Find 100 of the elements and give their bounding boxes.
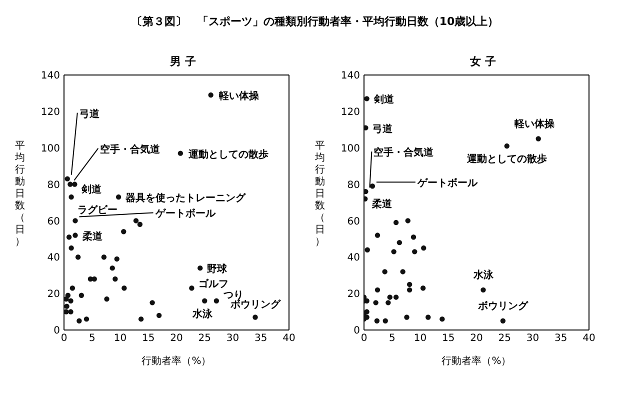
point xyxy=(421,245,426,251)
point xyxy=(122,286,127,291)
x-tick-label: 5 xyxy=(388,333,396,344)
y-tick-label: 20 xyxy=(347,289,360,300)
point xyxy=(387,294,392,300)
point xyxy=(68,182,73,187)
y-tick-label: 0 xyxy=(354,326,360,337)
point xyxy=(396,240,402,246)
annotation: 弓道 xyxy=(79,108,100,120)
point xyxy=(64,304,70,309)
point xyxy=(72,218,78,224)
point xyxy=(64,176,70,182)
point xyxy=(364,188,368,194)
point xyxy=(150,300,155,306)
x-tick-label: 15 xyxy=(442,333,455,344)
point xyxy=(426,314,431,320)
annotation: 器具を使ったトレーニング xyxy=(124,192,247,204)
point xyxy=(252,314,258,320)
point xyxy=(112,276,118,282)
annotation: ボウリング xyxy=(229,298,282,310)
x-axis-title: 行動者率（%） xyxy=(442,355,512,367)
point xyxy=(374,287,380,293)
text: 〔第３図〕 「スポーツ」の種類別行動者率・平均行動日数（10歳以上） xyxy=(131,15,499,28)
point xyxy=(370,184,376,189)
point xyxy=(536,136,541,142)
point xyxy=(214,298,220,304)
x-tick-label: 25 xyxy=(198,333,211,344)
point xyxy=(373,300,378,306)
annotation: 軽い体操 xyxy=(513,118,556,130)
x-tick-label: 10 xyxy=(114,333,127,344)
y-tick-label: 120 xyxy=(40,106,60,118)
x-tick-label: 30 xyxy=(526,333,540,344)
point xyxy=(364,314,370,320)
annotation: 運動としての散歩 xyxy=(466,153,547,166)
point xyxy=(406,282,412,288)
y-tick-label: 100 xyxy=(40,143,60,154)
point xyxy=(78,292,84,298)
y-tick-label: 80 xyxy=(347,180,360,191)
annotation: 空手・合気道 xyxy=(100,143,162,156)
x-axis-title: 行動者率（%） xyxy=(142,355,212,367)
point xyxy=(121,229,126,234)
annotation: ラグビー xyxy=(77,204,118,216)
point xyxy=(364,247,370,252)
x-tick-label: 35 xyxy=(254,333,268,344)
y-tick-label: 100 xyxy=(340,143,360,154)
point xyxy=(410,234,416,240)
point xyxy=(70,286,76,291)
point xyxy=(364,309,370,314)
annotation: 弓道 xyxy=(372,122,394,135)
point xyxy=(202,298,208,304)
chart-subtitle: 男 子 xyxy=(168,54,197,68)
x-tick-label: 15 xyxy=(142,333,155,344)
point xyxy=(137,222,143,227)
point xyxy=(64,309,69,314)
point xyxy=(68,194,74,200)
point xyxy=(412,249,418,254)
annotation: 運動としての散歩 xyxy=(187,148,268,160)
point xyxy=(405,218,410,224)
point xyxy=(110,265,115,271)
point xyxy=(374,232,380,238)
y-tick-label: 0 xyxy=(54,326,60,337)
point xyxy=(114,256,120,262)
point xyxy=(116,194,122,200)
point xyxy=(500,318,506,324)
annotation: ゲートボール xyxy=(154,208,216,220)
point xyxy=(406,287,412,293)
point xyxy=(68,309,74,314)
x-tick-label: 10 xyxy=(414,333,427,344)
x-tick-label: 20 xyxy=(470,333,483,344)
annotation: ボウリング xyxy=(476,300,529,312)
point xyxy=(364,196,368,202)
point xyxy=(66,234,72,240)
annotation: ゲートボール xyxy=(416,177,478,190)
y-tick-label: 120 xyxy=(340,106,360,118)
y-tick-label: 40 xyxy=(47,252,60,264)
x-tick-label: 20 xyxy=(170,333,183,344)
annotation: 空手・合気道 xyxy=(374,146,435,159)
point xyxy=(208,92,214,98)
point xyxy=(64,296,69,302)
y-tick-label: 80 xyxy=(47,180,60,191)
annotation: ゴルフ xyxy=(198,278,229,290)
x-tick-label: 5 xyxy=(88,333,96,344)
point xyxy=(440,316,445,322)
point xyxy=(391,249,396,254)
annotation: 軽い体操 xyxy=(218,90,260,102)
x-tick-label: 40 xyxy=(582,333,596,344)
annotation: 剣道 xyxy=(372,94,395,106)
x-tick-label: 0 xyxy=(360,333,368,344)
point xyxy=(364,125,368,130)
text: 平均行動日数（日） xyxy=(15,140,25,248)
annotation: 野球 xyxy=(207,263,228,276)
annotation: 柔道 xyxy=(81,230,104,242)
point xyxy=(138,316,144,322)
point xyxy=(104,296,110,302)
annotation: 水泳 xyxy=(192,308,214,320)
point xyxy=(68,298,74,304)
annotation: 水泳 xyxy=(472,268,494,281)
point xyxy=(84,316,90,322)
point xyxy=(386,300,391,306)
point xyxy=(393,294,399,300)
